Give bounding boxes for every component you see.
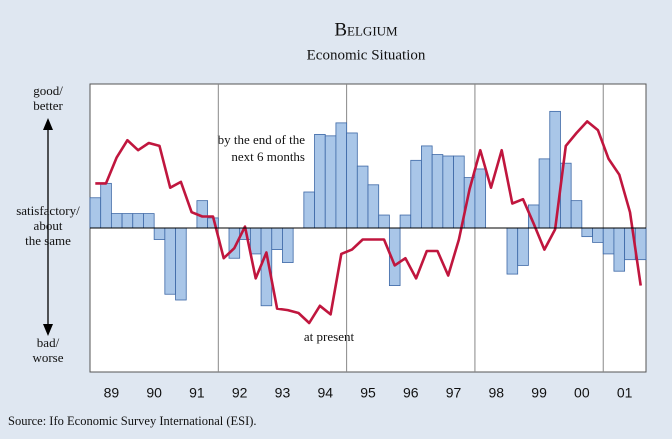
bar [356, 165, 369, 229]
y-label: worse [32, 350, 63, 365]
y-label: good/ [33, 83, 63, 98]
x-tick-label: 97 [446, 385, 462, 401]
bar [249, 227, 262, 255]
bar [89, 197, 102, 229]
bar [474, 168, 487, 229]
bar [506, 227, 519, 275]
bar [431, 154, 444, 229]
x-tick-label: 95 [360, 385, 376, 401]
y-label: the same [25, 233, 71, 248]
bar [367, 184, 380, 229]
bar [442, 155, 454, 229]
y-label: satisfactory/ [16, 203, 80, 218]
bar [399, 214, 412, 229]
x-tick-label: 00 [574, 385, 590, 401]
bar [164, 227, 176, 295]
x-tick-label: 98 [489, 385, 505, 401]
bar [346, 132, 358, 229]
bar [421, 145, 433, 229]
bar [132, 213, 144, 229]
bar [110, 213, 123, 229]
source: Source: Ifo Economic Survey Internationa… [8, 414, 257, 428]
x-tick-label: 99 [531, 385, 547, 401]
bar [271, 227, 283, 251]
x-tick-label: 01 [617, 385, 633, 401]
x-tick-label: 89 [104, 385, 120, 401]
chart-title: Belgium [334, 19, 398, 40]
y-label: bad/ [37, 335, 60, 350]
x-tick-label: 94 [317, 385, 333, 401]
y-label: better [33, 98, 63, 113]
x-tick-label: 91 [189, 385, 205, 401]
bar [581, 227, 593, 238]
annotation: at present [304, 329, 355, 344]
x-tick-label: 90 [146, 385, 162, 401]
bar [592, 227, 604, 243]
bar [570, 200, 583, 229]
annotation: next 6 months [231, 149, 305, 164]
bar [602, 227, 615, 255]
bar [314, 133, 326, 229]
bar [538, 158, 551, 229]
bar [378, 214, 390, 229]
y-label: about [34, 218, 63, 233]
bar [303, 191, 315, 229]
x-tick-label: 93 [275, 385, 291, 401]
bar [282, 227, 294, 263]
x-tick-label: 96 [403, 385, 419, 401]
bar [324, 135, 337, 229]
bar [517, 227, 529, 266]
bar [175, 227, 187, 301]
line [95, 120, 642, 325]
bar [410, 159, 422, 229]
bar [335, 122, 348, 229]
x-tick-label: 92 [232, 385, 248, 401]
bar [549, 110, 561, 229]
bar [100, 182, 112, 229]
bar [153, 227, 166, 240]
chart-subtitle: Economic Situation [307, 47, 426, 63]
bar [143, 213, 155, 229]
annotation: by the end of the [218, 132, 306, 147]
bar [613, 227, 626, 272]
bar [121, 213, 134, 229]
